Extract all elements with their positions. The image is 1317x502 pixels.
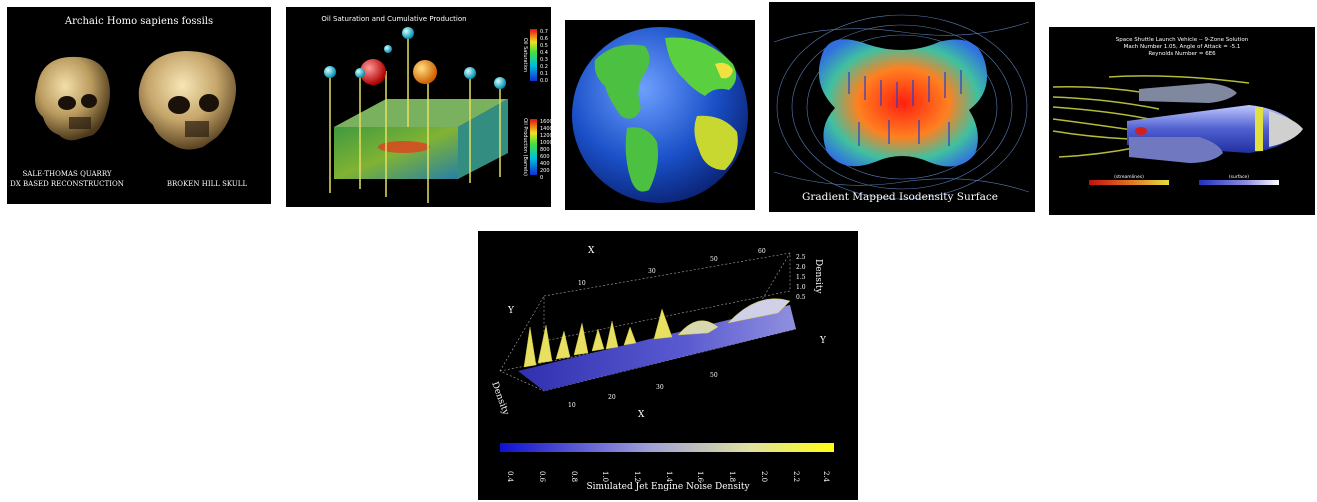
fossils-caption-left-2: DX BASED RECONSTRUCTION	[10, 180, 124, 188]
jet-density-colorbar	[500, 443, 834, 452]
jet-cb-tick: 1.0	[601, 471, 609, 482]
surface-colorbar	[1199, 180, 1279, 185]
oil-colorbar1-label: Oil Saturation	[522, 38, 528, 72]
shuttle-title-3: Reynolds Number = 6E6	[1148, 51, 1216, 57]
jet-x-tick-bottom: 30	[656, 384, 664, 391]
jet-panel: X X Y Y Density Density 10 30 50 60 10 2…	[478, 231, 858, 500]
oil-cb2-tick: 0	[540, 175, 543, 181]
jet-density-tick: 2.0	[796, 264, 806, 271]
jet-cb-tick: 0.4	[506, 471, 514, 483]
gradient-vectors	[848, 70, 962, 146]
jet-image: X X Y Y Density Density 10 30 50 60 10 2…	[489, 246, 834, 492]
oil-cb1-tick: 0.5	[540, 43, 548, 49]
jet-x-tick-top: 30	[648, 268, 656, 275]
shuttle-vehicle-icon	[1127, 83, 1303, 163]
density-surface	[518, 305, 796, 391]
oil-cb1-tick: 0.4	[540, 50, 548, 56]
jet-density-tick: 2.5	[796, 254, 806, 261]
fossils-caption-left-1: SALE-THOMAS QUARRY	[22, 170, 111, 178]
isodensity-image: Gradient Mapped Isodensity Surface	[773, 14, 1030, 203]
jet-axis-x-bottom: X	[638, 410, 645, 420]
globe-image	[572, 27, 748, 203]
oil-cb1-tick: 0.0	[540, 78, 548, 84]
oil-cb2-tick: 200	[540, 168, 550, 174]
globe-panel	[565, 20, 755, 210]
jet-cb-tick: 1.8	[728, 471, 736, 482]
jet-cb-tick: 1.2	[633, 471, 641, 482]
shuttle-title-1: Space Shuttle Launch Vehicle -- 9-Zone S…	[1116, 37, 1249, 43]
oil-cb2-tick: 400	[540, 161, 550, 167]
jet-cb-tick: 2.2	[792, 471, 800, 482]
jet-cb-tick: 2.4	[822, 471, 830, 483]
oil-cb2-tick: 1000	[540, 140, 551, 146]
jet-axis-y-left: Y	[507, 306, 515, 316]
sale-skull-icon	[35, 56, 110, 141]
jet-caption: Simulated Jet Engine Noise Density	[586, 482, 750, 492]
shuttle-title-2: Mach Number 1.05, Angle of Attack = -5.1	[1124, 44, 1241, 50]
oil-cb2-tick: 800	[540, 147, 550, 153]
fossils-caption-right: BROKEN HILL SKULL	[167, 180, 248, 188]
oil-title: Oil Saturation and Cumulative Production	[321, 15, 466, 23]
isodensity-panel: Gradient Mapped Isodensity Surface	[769, 2, 1035, 212]
oil-colorbar2-label: Oil Production (Barrels)	[522, 118, 528, 176]
jet-x-tick-bottom: 20	[608, 394, 616, 401]
earth-globe-icon	[572, 27, 748, 203]
density-peaks	[523, 298, 791, 368]
oil-cb2-tick: 1600	[540, 119, 551, 125]
oil-production-colorbar	[530, 119, 537, 175]
oil-cb2-tick: 1200	[540, 133, 551, 139]
oil-image: Oil Saturation and Cumulative Production…	[321, 15, 551, 203]
jet-density-tick: 0.5	[796, 294, 806, 301]
jet-cb-tick: 1.4	[665, 471, 673, 483]
production-ball-orange	[413, 60, 437, 84]
jet-density-tick: 1.0	[796, 284, 806, 291]
production-ball-red	[360, 59, 386, 85]
jet-axis-y-right: Y	[819, 336, 827, 346]
oil-cb1-tick: 0.7	[540, 29, 548, 35]
shuttle-legend-left-label: (streamlines)	[1114, 174, 1144, 180]
jet-cb-tick: 1.6	[696, 471, 704, 483]
jet-axis-density-bottom: Density	[489, 381, 511, 418]
jet-cb-tick: 0.6	[538, 471, 546, 483]
oil-cb1-tick: 0.1	[540, 71, 548, 77]
oil-cb1-tick: 0.6	[540, 36, 548, 42]
jet-x-tick-bottom: 10	[568, 402, 576, 409]
streamlines-colorbar	[1089, 180, 1169, 185]
oil-panel: Oil Saturation and Cumulative Production…	[286, 7, 551, 207]
shuttle-legend-right-label: (surface)	[1229, 174, 1249, 180]
jet-x-tick-top: 60	[758, 248, 766, 255]
contour-lines	[773, 14, 1030, 200]
jet-axis-x-top: X	[588, 246, 595, 256]
fossils-title: Archaic Homo sapiens fossils	[64, 16, 213, 27]
jet-x-tick-top: 50	[710, 256, 718, 263]
fossils-panel: Archaic Homo sapiens fossils SALE-THOMAS…	[7, 7, 271, 204]
isodensity-caption: Gradient Mapped Isodensity Surface	[802, 191, 998, 203]
jet-x-tick-top: 10	[578, 280, 586, 287]
fossils-image: Archaic Homo sapiens fossils SALE-THOMAS…	[10, 16, 248, 188]
shuttle-panel: Space Shuttle Launch Vehicle -- 9-Zone S…	[1049, 27, 1315, 215]
isodensity-surface	[818, 39, 987, 167]
jet-cb-tick: 2.0	[760, 471, 768, 482]
oil-cb2-tick: 1400	[540, 126, 551, 132]
broken-hill-skull-icon	[138, 51, 236, 150]
oil-cb1-tick: 0.2	[540, 64, 548, 70]
well-lines	[329, 37, 501, 203]
oil-cb2-tick: 600	[540, 154, 550, 160]
oil-cb1-tick: 0.3	[540, 57, 548, 63]
shuttle-image: Space Shuttle Launch Vehicle -- 9-Zone S…	[1052, 37, 1303, 185]
jet-axis-density-top: Density	[813, 259, 823, 294]
oil-saturation-colorbar	[530, 29, 537, 81]
jet-density-tick: 1.5	[796, 274, 806, 281]
jet-cb-tick: 0.8	[570, 471, 578, 482]
jet-x-tick-bottom: 50	[710, 372, 718, 379]
